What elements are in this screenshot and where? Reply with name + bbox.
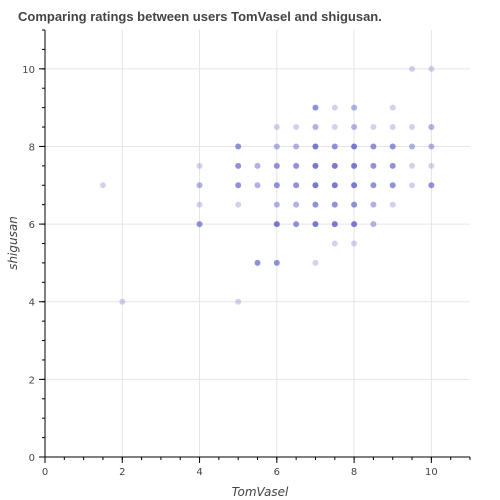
- data-point: [351, 163, 357, 169]
- data-point: [235, 299, 241, 305]
- data-point: [351, 105, 357, 111]
- data-point: [255, 260, 261, 266]
- data-point: [390, 143, 396, 149]
- x-tick-label: 10: [425, 467, 438, 478]
- data-point: [351, 182, 357, 188]
- data-point: [332, 241, 338, 247]
- data-point: [312, 221, 318, 227]
- data-point: [293, 202, 299, 208]
- data-point: [390, 163, 396, 169]
- data-point: [293, 221, 299, 227]
- data-points: [100, 66, 434, 305]
- data-point: [197, 163, 203, 169]
- data-point: [428, 66, 434, 72]
- data-point: [332, 105, 338, 111]
- data-point: [100, 182, 106, 188]
- data-point: [274, 202, 280, 208]
- data-point: [351, 221, 357, 227]
- data-point: [235, 163, 241, 169]
- data-point: [370, 163, 376, 169]
- x-tick-label: 0: [42, 467, 48, 478]
- data-point: [332, 182, 338, 188]
- data-point: [255, 182, 261, 188]
- y-axis-label: shigusan: [6, 216, 20, 270]
- data-point: [312, 124, 318, 130]
- data-point: [428, 182, 434, 188]
- data-point: [312, 143, 318, 149]
- data-point: [274, 182, 280, 188]
- data-point: [390, 105, 396, 111]
- data-point: [390, 124, 396, 130]
- data-point: [409, 163, 415, 169]
- data-point: [428, 163, 434, 169]
- data-point: [332, 221, 338, 227]
- data-point: [370, 221, 376, 227]
- data-point: [351, 202, 357, 208]
- data-point: [409, 182, 415, 188]
- data-point: [274, 221, 280, 227]
- data-point: [293, 124, 299, 130]
- data-point: [370, 202, 376, 208]
- data-point: [351, 241, 357, 247]
- x-tick-label: 4: [196, 467, 202, 478]
- grid-lines: [45, 30, 470, 457]
- data-point: [235, 182, 241, 188]
- x-tick-label: 8: [351, 467, 357, 478]
- data-point: [255, 163, 261, 169]
- data-point: [274, 143, 280, 149]
- data-point: [332, 143, 338, 149]
- data-point: [197, 202, 203, 208]
- data-point: [390, 182, 396, 188]
- y-tick-label: 4: [29, 298, 35, 309]
- data-point: [351, 143, 357, 149]
- data-point: [409, 124, 415, 130]
- data-point: [293, 143, 299, 149]
- data-point: [312, 202, 318, 208]
- data-point: [428, 124, 434, 130]
- y-tick-label: 2: [29, 375, 35, 386]
- data-point: [119, 299, 125, 305]
- data-point: [409, 143, 415, 149]
- x-tick-label: 6: [274, 467, 280, 478]
- data-point: [370, 124, 376, 130]
- data-point: [332, 124, 338, 130]
- axes: 0 2 4 6 8 10 0 2 4 6 8 10: [22, 30, 470, 478]
- data-point: [235, 202, 241, 208]
- data-point: [312, 182, 318, 188]
- data-point: [312, 260, 318, 266]
- data-point: [293, 163, 299, 169]
- y-tick-label: 8: [29, 142, 35, 153]
- data-point: [293, 182, 299, 188]
- data-point: [197, 182, 203, 188]
- data-point: [312, 105, 318, 111]
- data-point: [197, 221, 203, 227]
- data-point: [312, 163, 318, 169]
- data-point: [332, 202, 338, 208]
- data-point: [235, 143, 241, 149]
- y-tick-label: 10: [22, 65, 35, 76]
- data-point: [274, 163, 280, 169]
- data-point: [274, 124, 280, 130]
- data-point: [351, 124, 357, 130]
- y-tick-label: 0: [29, 453, 35, 464]
- data-point: [390, 202, 396, 208]
- y-tick-label: 6: [29, 220, 35, 231]
- x-axis-label: TomVasel: [232, 485, 289, 499]
- data-point: [332, 163, 338, 169]
- data-point: [274, 260, 280, 266]
- data-point: [409, 66, 415, 72]
- data-point: [370, 143, 376, 149]
- data-point: [370, 182, 376, 188]
- x-tick-label: 2: [119, 467, 125, 478]
- data-point: [428, 143, 434, 149]
